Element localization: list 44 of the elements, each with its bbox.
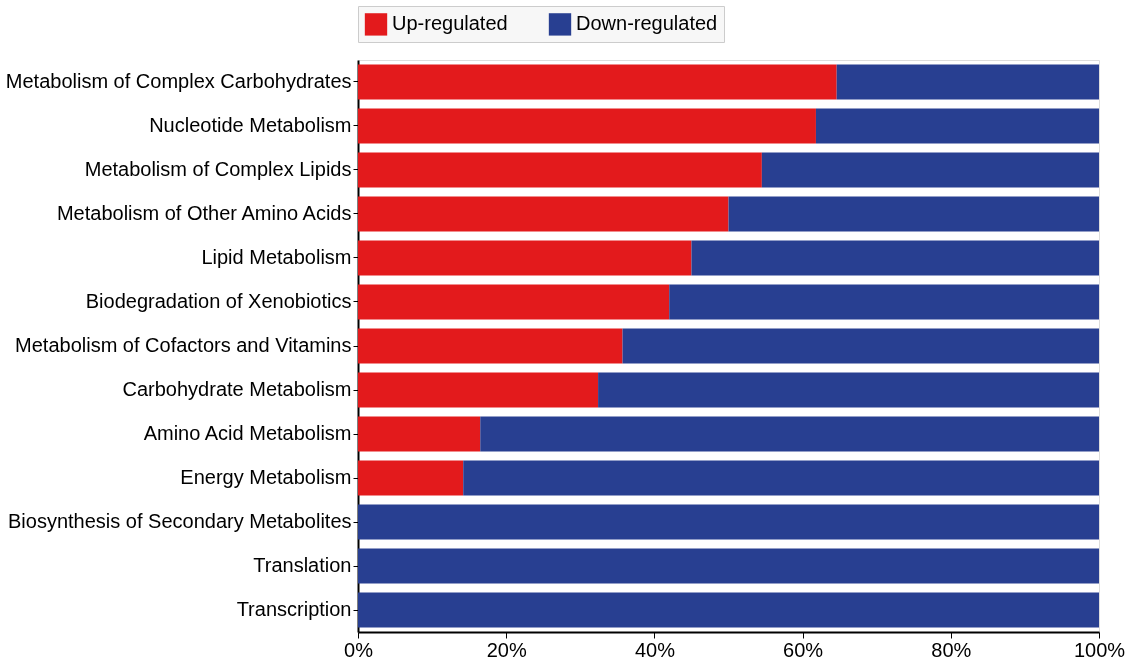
y-tick-label: Biodegradation of Xenobiotics [85,290,352,312]
bar [358,416,481,452]
legend-label: Down-regulated [576,12,718,35]
x-tick-label: 0% [344,638,374,661]
y-tick-label: Amino Acid Metabolism [143,422,352,444]
bar [358,152,762,188]
bar [622,328,1099,364]
y-tick-label: Lipid Metabolism [201,246,352,268]
bar [358,284,670,320]
legend-label: Up-regulated [392,12,508,35]
x-tick-label: 60% [783,638,824,661]
bar [463,460,1099,496]
x-tick-label: 20% [486,638,527,661]
x-tick-label: 100% [1073,638,1126,661]
bar [691,240,1099,276]
bar [358,328,623,364]
bar [761,152,1099,188]
x-tick-label: 80% [931,638,972,661]
bar [815,108,1099,144]
y-tick-label: Translation [253,554,352,576]
bar [358,548,1099,584]
y-tick-label: Transcription [236,598,352,620]
x-tick-label: 40% [634,638,676,661]
bar [728,196,1099,232]
bar [836,64,1099,100]
y-tick-label: Carbohydrate Metabolism [122,378,352,400]
y-tick-label: Nucleotide Metabolism [149,114,352,136]
y-tick-label: Metabolism of Other Amino Acids [56,202,352,224]
bar [358,592,1099,628]
y-tick-label: Biosynthesis of Secondary Metabolites [7,510,352,532]
y-tick-label: Metabolism of Complex Carbohydrates [5,70,352,92]
bar [669,284,1099,320]
y-tick-label: Energy Metabolism [180,466,352,488]
y-tick-label: Metabolism of Complex Lipids [84,158,352,180]
y-tick-label: Metabolism of Cofactors and Vitamins [15,334,352,356]
bar [358,108,816,144]
bar [358,372,599,408]
bar [480,416,1099,452]
bar [598,372,1099,408]
bar [358,504,1099,540]
bar [358,64,837,100]
bar [358,196,729,232]
bar [358,240,692,276]
bar [358,460,464,496]
